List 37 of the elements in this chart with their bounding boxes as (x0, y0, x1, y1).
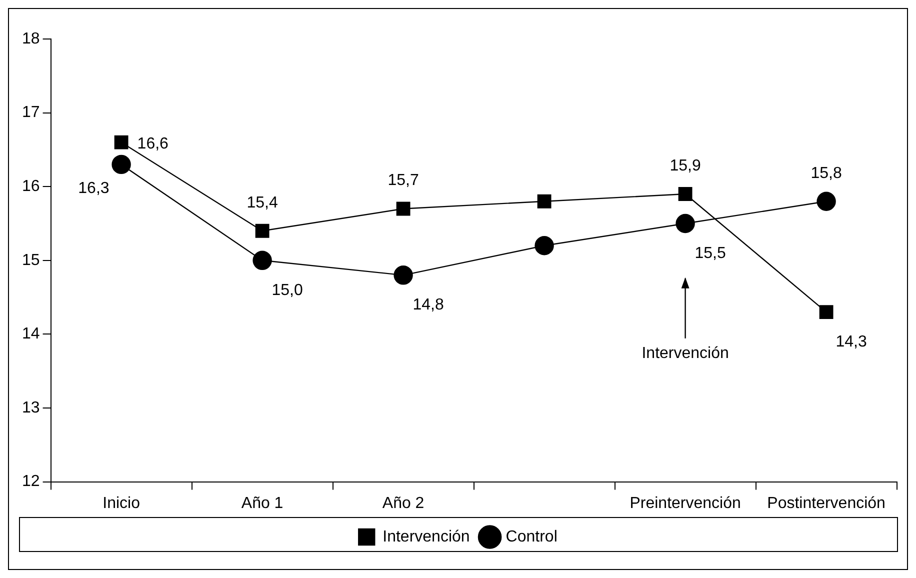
point (537, 194, 552, 208)
y-tick-label: 14 (22, 326, 40, 343)
data-label: 15,8 (810, 164, 842, 182)
point (816, 192, 836, 211)
x-tick-label: Año 1 (241, 494, 284, 512)
annotation: Intervención (642, 344, 729, 362)
point (114, 135, 128, 150)
y-tick-label: 18 (22, 30, 40, 48)
point (676, 214, 695, 234)
x-tick-label: Año 2 (382, 494, 424, 512)
point (534, 236, 554, 256)
y-tick-label: 15 (22, 252, 40, 269)
data-label: 16,3 (78, 180, 110, 197)
point (819, 305, 834, 320)
y-tick-label: 17 (22, 104, 40, 122)
x-tick-label: Postintervención (767, 494, 886, 512)
x-tick-label: Inicio (102, 494, 140, 512)
data-label: 15,0 (272, 282, 303, 299)
point (678, 187, 692, 201)
point (394, 266, 413, 285)
data-label: 15,5 (694, 244, 726, 262)
data-label: 15,4 (246, 194, 278, 212)
y-tick-label: 13 (22, 399, 40, 416)
point (252, 250, 272, 270)
x-tick-label: Preintervención (630, 494, 741, 512)
point (112, 154, 131, 174)
data-label: 14,3 (836, 333, 867, 350)
y-tick-label: 16 (22, 178, 40, 196)
legend-label: Intervención (382, 528, 470, 546)
point (396, 202, 410, 216)
y-tick-label: 12 (22, 473, 40, 490)
data-label: 16,6 (137, 136, 169, 153)
data-label: 15,7 (388, 172, 419, 190)
data-label: 14,8 (412, 296, 444, 314)
legend-label: Control (506, 528, 558, 546)
data-label: 15,9 (670, 157, 701, 174)
point (255, 224, 270, 238)
